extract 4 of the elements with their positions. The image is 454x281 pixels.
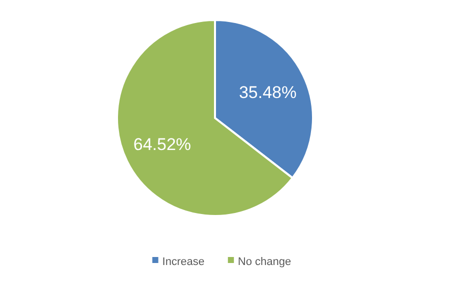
legend-label: No change <box>238 256 292 268</box>
legend-label: Increase <box>162 256 205 268</box>
data-label: 64.52% <box>133 134 192 154</box>
data-label: 35.48% <box>238 83 297 102</box>
